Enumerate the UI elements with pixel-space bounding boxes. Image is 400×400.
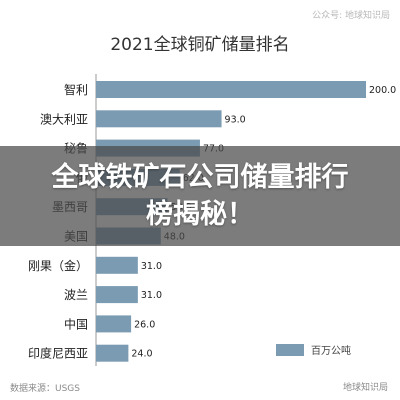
bar-7 xyxy=(96,286,138,304)
bar-8 xyxy=(96,315,132,333)
banner-headline: 全球铁矿石公司储量排行榜揭秘！ xyxy=(51,162,349,230)
bar-1 xyxy=(96,110,222,128)
category-label: 中国 xyxy=(64,316,88,331)
value-label: 200.0 xyxy=(369,85,396,96)
category-label: 印度尼西亚 xyxy=(28,346,88,361)
legend-label: 百万公吨 xyxy=(311,344,351,357)
legend-swatch xyxy=(276,344,304,356)
watermark: 公众号: 地球知识局 xyxy=(312,11,390,21)
bar-9 xyxy=(96,344,129,362)
value-label: 26.0 xyxy=(134,319,155,330)
data-source: 数据来源：USGS xyxy=(10,384,80,394)
bar-6 xyxy=(96,256,138,274)
value-label: 24.0 xyxy=(131,349,152,360)
category-label: 波兰 xyxy=(64,288,88,302)
category-label: 智利 xyxy=(64,82,88,97)
headline-banner: 全球铁矿石公司储量排行榜揭秘！ xyxy=(0,146,400,246)
category-label: 澳大利亚 xyxy=(40,112,88,126)
value-label: 31.0 xyxy=(141,290,162,301)
category-label: 刚果（金） xyxy=(28,258,88,273)
brand-mark: 地球知识局 xyxy=(342,383,388,393)
value-label: 31.0 xyxy=(141,261,162,272)
bar-0 xyxy=(96,81,366,98)
value-label: 93.0 xyxy=(225,114,246,125)
chart-title: 2021全球铜矿储量排名 xyxy=(110,35,290,55)
